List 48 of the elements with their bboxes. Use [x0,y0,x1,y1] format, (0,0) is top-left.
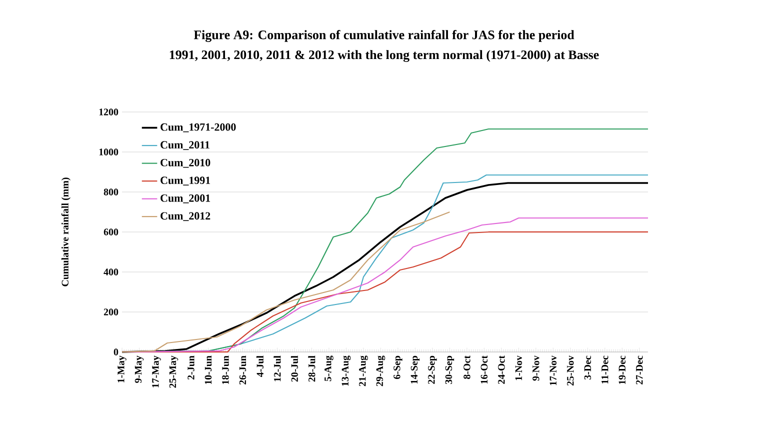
x-tick-label: 26-Jun [239,356,246,384]
x-tick-label: 3-Dec [584,356,591,380]
x-tick-label: 30-Sep [445,356,454,384]
x-tick-label: 25-May [169,356,178,388]
x-tick-label: 27-Dec [636,356,643,384]
x-tick-label: 20-Jul [290,356,298,382]
x-tick-label: 25-Nov [567,356,574,386]
x-tick-label: 28-Jul [308,356,316,382]
legend-label: Cum_2010 [160,158,210,168]
x-tick-label: 1-Nov [515,356,522,380]
x-tick-label: 9-Nov [532,356,540,381]
y-tick-label: 1200 [99,108,118,116]
x-tick-label: 9-May [134,356,144,383]
line-series [121,211,450,353]
x-tick-label: 8-Oct [464,356,470,379]
chart-title: Figure A9: Comparison of cumulative rainfall for JAS for the period [194,30,574,42]
x-tick-label: 13-Aug [342,356,351,386]
x-tick-label: 10-Jun [204,356,212,384]
x-tick-label: 12-Jul [274,356,281,382]
legend-label: Cum_1991 [160,176,210,186]
chart-subtitle: 1991, 2001, 2010, 2011 & 2012 with the long term normal (1971-2000) at Basse [170,50,599,62]
x-tick-label: 2-Jun [188,356,194,380]
x-tick-label: 17-May [152,356,161,388]
legend-label: Cum_2011 [160,141,210,150]
x-tick-label: 14-Sep [410,356,420,384]
y-tick-label: 800 [104,188,118,196]
x-tick-label: 22-Sep [428,356,437,384]
y-tick-label: 600 [104,228,118,236]
x-tick-label: 6-Sep [394,356,402,379]
x-tick-label: 29-Aug [376,356,386,386]
x-tick-label: 24-Oct [498,356,505,384]
x-tick-label: 19-Dec [618,356,626,384]
legend-label: Cum_2001 [160,194,210,204]
y-tick-label: 0 [114,348,118,356]
y-axis-title: Cumulative rainfall (mm) [61,178,70,286]
legend-label: Cum_2012 [160,212,210,221]
x-tick-label: 16-Oct [480,356,488,384]
x-tick-label: 4-Jul [256,356,264,377]
x-tick-label: 5-Aug [324,356,334,382]
x-tick-label: 18-Jun [222,356,229,384]
y-tick-label: 1000 [99,148,118,156]
x-tick-label: 21-Aug [359,356,368,386]
x-tick-label: 17-Nov [550,356,556,386]
y-tick-label: 200 [104,308,118,316]
x-tick-label: 11-Dec [602,356,608,384]
legend-label: Cum_1971-2000 [160,123,236,132]
y-tick-label: 400 [104,268,118,276]
x-tick-label: 1-May [118,356,126,382]
